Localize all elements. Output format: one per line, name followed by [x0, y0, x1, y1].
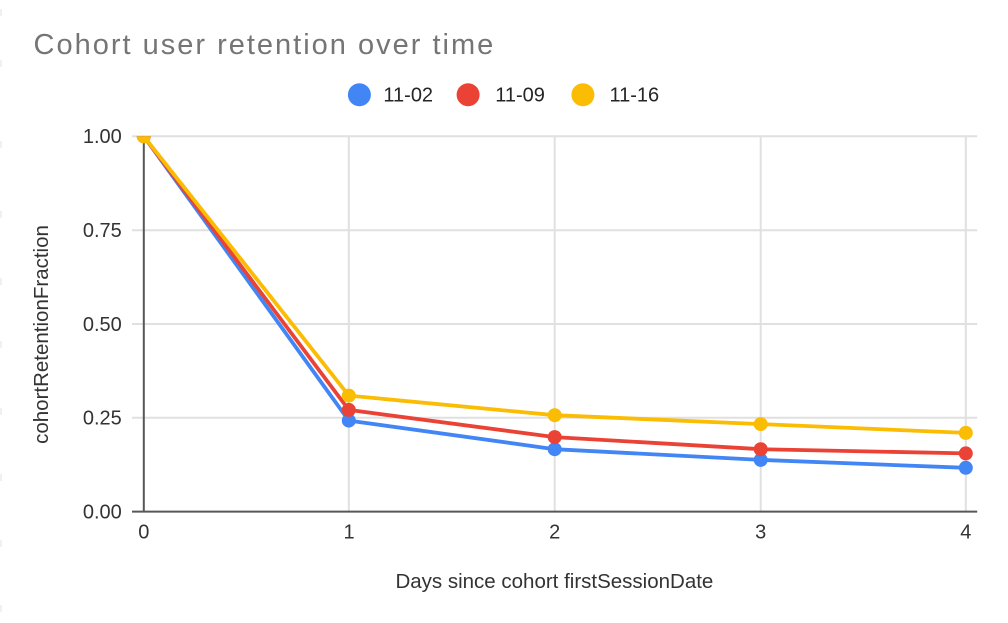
svg-text:0: 0 — [138, 522, 149, 544]
svg-text:11-16: 11-16 — [610, 84, 660, 106]
svg-text:1.00: 1.00 — [83, 126, 122, 148]
svg-text:Cohort user retention over tim: Cohort user retention over time — [34, 29, 496, 61]
svg-text:Days since cohort firstSession: Days since cohort firstSessionDate — [395, 570, 713, 593]
svg-text:0.25: 0.25 — [83, 408, 122, 430]
svg-text:11-02: 11-02 — [383, 84, 433, 106]
svg-text:2: 2 — [549, 522, 560, 544]
svg-text:cohortRetentionFraction: cohortRetentionFraction — [30, 225, 53, 444]
svg-text:11-09: 11-09 — [495, 84, 545, 106]
svg-text:1: 1 — [343, 522, 354, 544]
svg-text:4: 4 — [960, 522, 971, 544]
svg-text:0.00: 0.00 — [83, 502, 122, 524]
svg-text:0.50: 0.50 — [83, 314, 122, 336]
svg-text:0.75: 0.75 — [83, 220, 122, 242]
svg-text:3: 3 — [755, 522, 766, 544]
